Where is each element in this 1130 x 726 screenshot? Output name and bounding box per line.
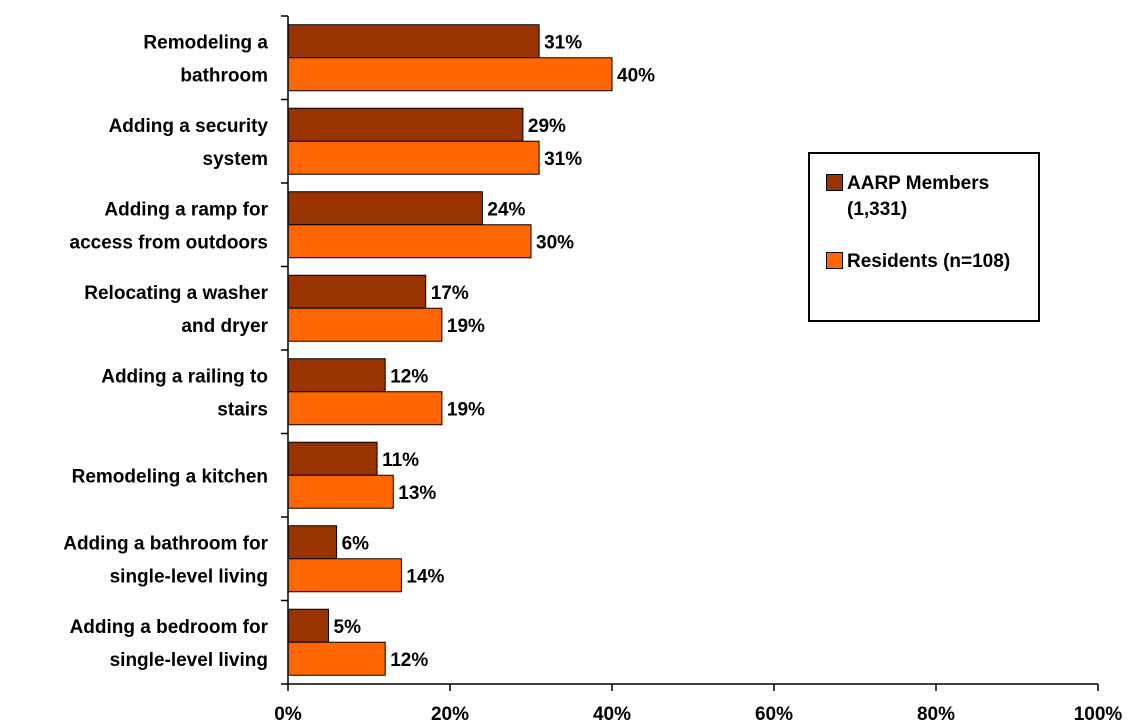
category-label: Remodeling a kitchen: [72, 466, 268, 487]
data-label-aarp-members: 24%: [487, 199, 525, 220]
data-label-residents: 19%: [447, 399, 485, 420]
data-label-aarp-members: 11%: [382, 450, 419, 471]
legend-label-aarp-members: AARP Members (1,331): [847, 173, 990, 220]
legend-swatch-aarp-members: [826, 174, 843, 191]
x-tick-label: 100%: [1074, 704, 1123, 725]
category-label: bathroom: [180, 65, 268, 86]
bar-residents: [287, 641, 386, 676]
category-label: Adding a bedroom for: [70, 617, 269, 638]
x-tick-label: 20%: [431, 704, 469, 725]
bar-residents: [287, 57, 613, 92]
category-label: Adding a ramp for: [104, 199, 268, 220]
bar-residents: [287, 391, 443, 426]
bar-aarp-members: [287, 608, 329, 643]
legend-swatch-residents: [826, 252, 843, 269]
legend-item-residents: Residents (n=108): [826, 249, 1037, 275]
category-label: and dryer: [181, 316, 268, 337]
data-label-residents: 40%: [617, 65, 655, 86]
data-label-aarp-members: 6%: [342, 533, 370, 554]
category-label: access from outdoors: [70, 232, 269, 253]
x-tick-label: 40%: [593, 704, 631, 725]
category-label: system: [203, 149, 269, 170]
bar-residents: [287, 474, 394, 509]
data-label-residents: 14%: [406, 566, 444, 587]
bar-aarp-members: [287, 107, 524, 142]
data-label-residents: 12%: [390, 650, 428, 671]
category-label: Adding a railing to: [101, 366, 268, 387]
data-label-aarp-members: 17%: [431, 283, 469, 304]
category-label: Remodeling a: [143, 32, 268, 53]
legend-item-aarp-members: AARP Members (1,331): [826, 171, 1037, 223]
data-label-aarp-members: 5%: [334, 617, 362, 638]
legend: AARP Members (1,331) Residents (n=108): [808, 152, 1040, 322]
bar-residents: [287, 307, 443, 342]
bar-aarp-members: [287, 358, 386, 393]
x-tick-label: 60%: [755, 704, 793, 725]
bar-residents: [287, 558, 402, 593]
x-tick-label: 80%: [917, 704, 955, 725]
data-label-residents: 13%: [398, 483, 436, 504]
legend-label-residents: Residents (n=108): [847, 251, 1011, 272]
bar-residents: [287, 140, 540, 175]
category-label: single-level living: [110, 566, 268, 587]
bar-aarp-members: [287, 274, 427, 309]
category-label: Adding a security: [109, 116, 269, 137]
data-label-residents: 31%: [544, 149, 582, 170]
bar-residents: [287, 224, 532, 259]
data-label-aarp-members: 31%: [544, 32, 582, 53]
bar-aarp-members: [287, 525, 338, 560]
bar-aarp-members: [287, 24, 540, 59]
category-label: single-level living: [110, 650, 268, 671]
category-label: stairs: [217, 399, 268, 420]
data-label-aarp-members: 12%: [390, 366, 428, 387]
category-label: Relocating a washer: [84, 283, 268, 304]
data-label-aarp-members: 29%: [528, 116, 566, 137]
x-tick-label: 0%: [274, 704, 302, 725]
bar-aarp-members: [287, 191, 483, 226]
data-label-residents: 30%: [536, 232, 574, 253]
bar-aarp-members: [287, 441, 378, 476]
data-label-residents: 19%: [447, 316, 485, 337]
category-label: Adding a bathroom for: [63, 533, 268, 554]
